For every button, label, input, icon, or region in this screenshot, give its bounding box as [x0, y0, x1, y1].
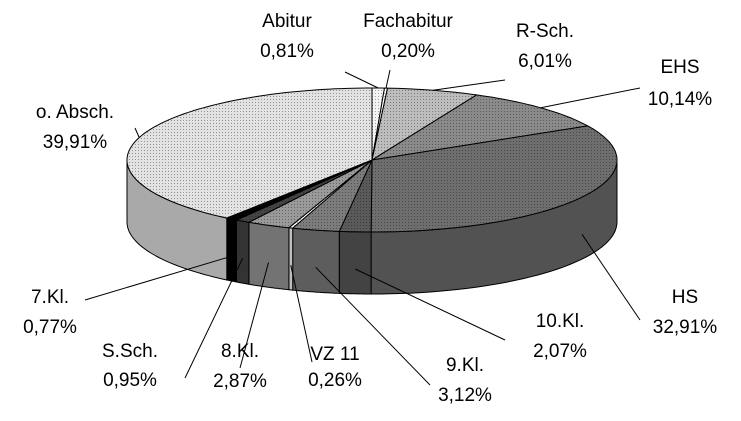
slice-name: EHS — [660, 57, 699, 78]
labels: Abitur 0,81% Fachabitur 0,20% R-Sch. 6,01% EHS… — [23, 11, 717, 406]
leader-line — [344, 71, 379, 89]
leader-line — [290, 264, 313, 363]
slice-value-label: 6,01% — [518, 51, 572, 72]
slice-name: o. Absch. — [36, 102, 114, 123]
pie-slice-texture — [248, 160, 372, 228]
pie-side-shade — [248, 222, 289, 290]
pie-slice-texture — [371, 125, 617, 232]
pie-side-shade — [127, 160, 227, 280]
slice-value-label: 39,91% — [43, 132, 108, 153]
pie-slice-texture — [292, 160, 372, 232]
slice-name: 8.Kl. — [221, 341, 259, 362]
leader-line — [134, 127, 140, 138]
slice-value-label: 32,91% — [653, 317, 718, 338]
leader-line — [581, 234, 641, 321]
leader-line — [239, 262, 269, 369]
slice-value-label: 2,07% — [533, 341, 587, 362]
pie-side-shade — [371, 160, 617, 294]
slice-name: 9.Kl. — [446, 355, 484, 376]
pie-side-shade — [292, 228, 340, 294]
leader-line — [385, 69, 391, 89]
slice-value-label: 3,12% — [438, 385, 492, 406]
leader-line — [433, 79, 506, 91]
slice-name: 7.Kl. — [31, 287, 69, 308]
pie-sides — [126, 159, 618, 295]
leader-line — [540, 87, 641, 109]
leader-line — [354, 268, 506, 341]
slice-name: Fachabitur — [363, 11, 453, 32]
slice-name: S.Sch. — [102, 341, 158, 362]
slice-name: VZ 11 — [310, 344, 359, 365]
pie-side-shade — [236, 220, 249, 285]
slice-value-label: 0,20% — [381, 41, 435, 62]
slice-name: R-Sch. — [516, 21, 574, 42]
slice-value-label: 0,95% — [103, 370, 157, 391]
pie-slice-texture — [372, 94, 588, 160]
pie-side-shade — [288, 227, 293, 291]
slice-value-label: 0,77% — [23, 317, 77, 338]
leader-line — [184, 258, 244, 379]
leader-line — [84, 255, 232, 301]
slice-name: Abitur — [262, 11, 312, 32]
pie-slice-texture — [236, 160, 372, 223]
pie-side-shade — [339, 231, 372, 294]
slice-value-label: 10,14% — [648, 89, 713, 110]
leader-line — [315, 266, 431, 386]
pie-slice-texture — [127, 88, 372, 218]
pie-tops — [126, 87, 618, 233]
slice-name: 10.Kl. — [536, 311, 585, 332]
slice-value-label: 2,87% — [213, 371, 267, 392]
slice-name: HS — [672, 287, 698, 308]
pie-side-shade — [226, 218, 237, 282]
slice-value-label: 0,26% — [308, 370, 362, 391]
pie-slice-texture — [372, 88, 477, 160]
slice-value-label: 0,81% — [260, 41, 314, 62]
